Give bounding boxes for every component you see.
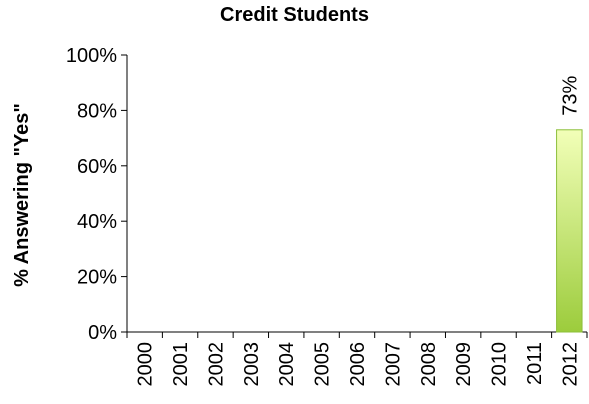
y-tick-labels: 0% 20% 40% 60% 80% 100%: [66, 45, 117, 344]
y-tick-label: 80%: [77, 100, 117, 122]
y-tick-label: 20%: [77, 267, 117, 289]
y-tick-label: 60%: [77, 156, 117, 178]
x-tick-label: 2002: [205, 342, 227, 387]
chart-title: Credit Students: [220, 4, 369, 26]
x-tick-label: 2000: [135, 342, 157, 387]
data-labels: 73%: [559, 76, 581, 116]
x-tick-label: 2001: [170, 342, 192, 387]
x-tick-label: 2003: [241, 342, 263, 387]
x-tick-label: 2005: [312, 342, 334, 387]
y-tick-label: 0%: [88, 322, 117, 344]
y-axis-title: % Answering "Yes": [11, 103, 33, 287]
data-label-2012: 73%: [559, 76, 581, 116]
x-tick-label: 2007: [382, 342, 404, 387]
x-tick-label: 2011: [524, 342, 546, 385]
x-tick-label: 2004: [276, 342, 298, 387]
x-tick-label: 2009: [453, 342, 475, 387]
x-tick-labels: 2000 2001 2002 2003 2004 2005 2006 2007 2008 2009…: [135, 342, 582, 387]
x-tick-label: 2010: [489, 342, 511, 387]
x-tick-label: 2008: [418, 342, 440, 387]
bar-2012: [556, 129, 583, 333]
x-tick-label: 2006: [347, 342, 369, 387]
x-tick-label: 2012: [559, 342, 581, 387]
y-tick-label: 40%: [77, 211, 117, 233]
y-tick-label: 100%: [66, 45, 117, 67]
axes: [121, 54, 588, 338]
bars: [556, 129, 583, 333]
